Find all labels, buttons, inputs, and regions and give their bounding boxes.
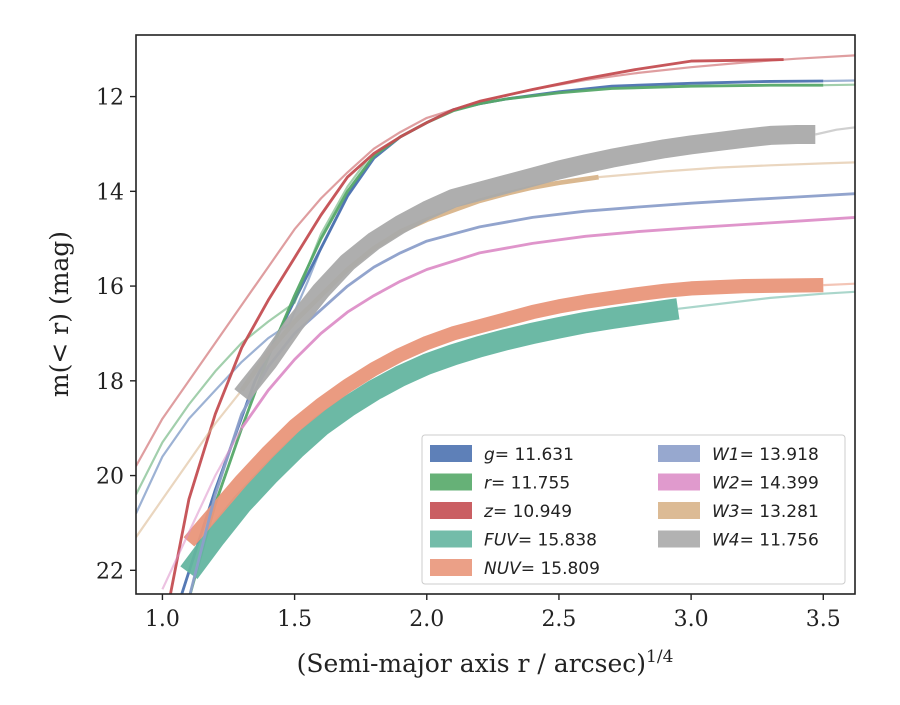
x-tick-label: 1.0 [145,607,180,632]
legend-label-fuv: FUV= 15.838 [484,531,597,551]
legend-label-w2: W2= 14.399 [712,474,819,494]
series-nuv-extrapolation [823,282,855,287]
x-tick-label: 2.5 [541,607,576,632]
legend-label-r: r= 11.755 [484,474,570,494]
y-tick-label: 18 [96,370,124,395]
x-axis-label: (Semi-major axis r / arcsec)1/4 [297,647,674,678]
x-tick-label: 3.0 [674,607,709,632]
legend-label-g: g= 11.631 [484,445,574,465]
legend: g= 11.631 r= 11.755 z= 10.949 FUV= 15.838 NU… [421,434,846,585]
series-w3-tail [598,161,855,179]
legend-swatch-fuv [430,530,472,548]
series-r-extrapolation [136,157,370,495]
x-axis-label-superscript: 1/4 [646,647,673,667]
series-w2-extrapolation [161,427,243,590]
legend-label-z: z= 10.949 [483,502,572,522]
x-tick-label: 3.5 [806,607,841,632]
series-z-line [169,58,784,594]
legend-box [421,434,846,585]
legend-swatch-r [430,473,472,491]
series-z-extrapolation [136,54,855,467]
series-w4-line [234,125,816,401]
x-tick-label: 1.5 [277,607,312,632]
legend-label-nuv: NUV= 15.809 [484,559,600,579]
legend-swatch-w1 [658,445,700,462]
series-w2-line [240,215,855,430]
y-tick-label: 16 [96,275,124,300]
series-g-tail [823,79,855,83]
legend-swatch-g [430,445,472,462]
y-tick-label: 20 [96,465,124,490]
series-layer [136,54,855,594]
legend-swatch-w2 [658,473,700,491]
series-fuv-line [180,298,680,580]
plot-frame [135,34,856,595]
y-tick-label: 12 [96,86,124,111]
legend-label-w1: W1= 13.918 [712,445,819,465]
legend-swatch-w4 [658,530,700,548]
legend-label-w3: W3= 13.281 [712,502,819,522]
series-fuv-extrapolation [677,290,855,310]
legend-swatch-nuv [430,559,472,576]
y-tick-label: 14 [96,180,124,205]
y-tick-label: 22 [96,559,124,584]
x-tick-label: 2.0 [409,607,444,632]
y-axis: 12 14 16 18 20 22 [96,86,136,584]
series-r-tail [823,83,855,87]
series-w3-extrapolation [136,389,243,538]
series-w4-extrapolation [815,126,855,136]
legend-swatch-z [430,502,472,519]
legend-swatch-w3 [658,502,700,519]
x-axis: 1.0 1.5 2.0 2.5 3.0 3.5 [145,594,841,632]
y-axis-label: m(< r) (mag) [45,231,74,397]
series-nuv-line [183,277,824,547]
legend-label-w4: W4= 11.756 [712,531,819,551]
